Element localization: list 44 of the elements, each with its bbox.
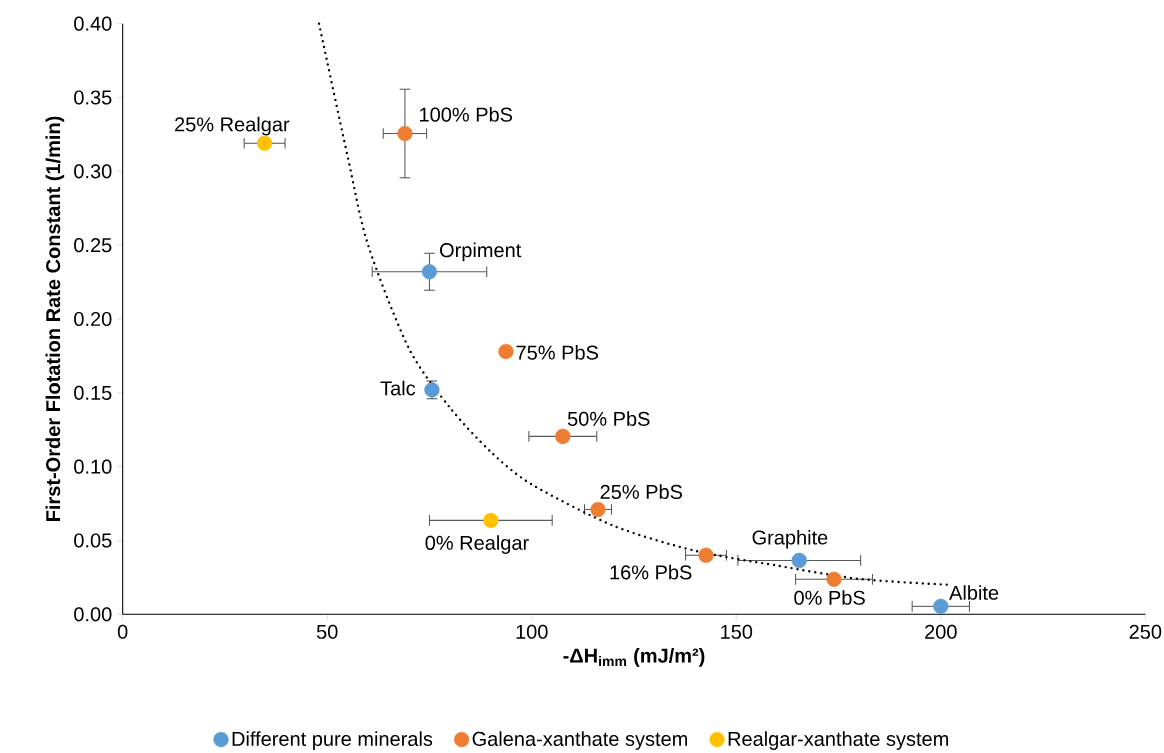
- y-tick-label: 0.20: [74, 311, 112, 327]
- line-series: [317, 22, 951, 586]
- point: [483, 512, 499, 529]
- point: [698, 547, 714, 563]
- annotation: 50% PbS: [567, 411, 650, 426]
- annotation: Orpiment: [440, 242, 522, 262]
- point: [498, 343, 514, 360]
- point: [421, 264, 438, 280]
- annotation: 25% PbS: [600, 484, 683, 499]
- x-tick-label: 150: [721, 624, 753, 639]
- x-tick-label: 200: [925, 624, 957, 639]
- x-tick-label: 0: [117, 624, 128, 639]
- annotation: 75% PbS: [516, 344, 599, 360]
- annotation: Talc: [380, 380, 416, 396]
- point: [826, 571, 842, 587]
- point: [257, 135, 273, 151]
- y-tick-label: 0.10: [74, 459, 112, 474]
- point: [791, 552, 807, 569]
- point: [933, 598, 949, 614]
- y-tick-label: 0.05: [74, 533, 112, 548]
- annotation: 25% Realgar: [175, 116, 290, 136]
- annotation: 16% PbS: [610, 564, 692, 580]
- x-tick-label: 250: [1129, 624, 1162, 639]
- annotation: Graphite: [752, 529, 828, 549]
- point: [397, 125, 413, 142]
- y-tick-label: 0.30: [74, 164, 112, 179]
- y-tick-label: 0.35: [74, 90, 112, 105]
- point: [555, 428, 571, 444]
- y-tick-label: 0.00: [74, 607, 112, 622]
- legend-label: Different pure minerals: [232, 731, 433, 750]
- annotation: 0% Realgar: [425, 535, 529, 554]
- legend-label: Galena-xanthate system: [472, 731, 688, 750]
- y-tick-label: 0.25: [74, 238, 112, 253]
- legend-label: Realgar-xanthate system: [728, 731, 948, 750]
- annotation: 100% PbS: [420, 107, 513, 122]
- x-axis-title: -ΔH$_{imm}$ (mJ/m²): [563, 648, 705, 667]
- x-tick-label: 100: [516, 624, 548, 639]
- y-tick-label: 0.40: [74, 16, 112, 31]
- annotation: Albite: [949, 585, 999, 600]
- y-tick-label: 0.15: [74, 385, 112, 400]
- x-tick-label: 50: [316, 624, 338, 639]
- point: [590, 501, 606, 518]
- y-axis-title: First-Order Flotation Rate Constant (1/min): [45, 116, 65, 521]
- annotation: 0% PbS: [794, 590, 865, 605]
